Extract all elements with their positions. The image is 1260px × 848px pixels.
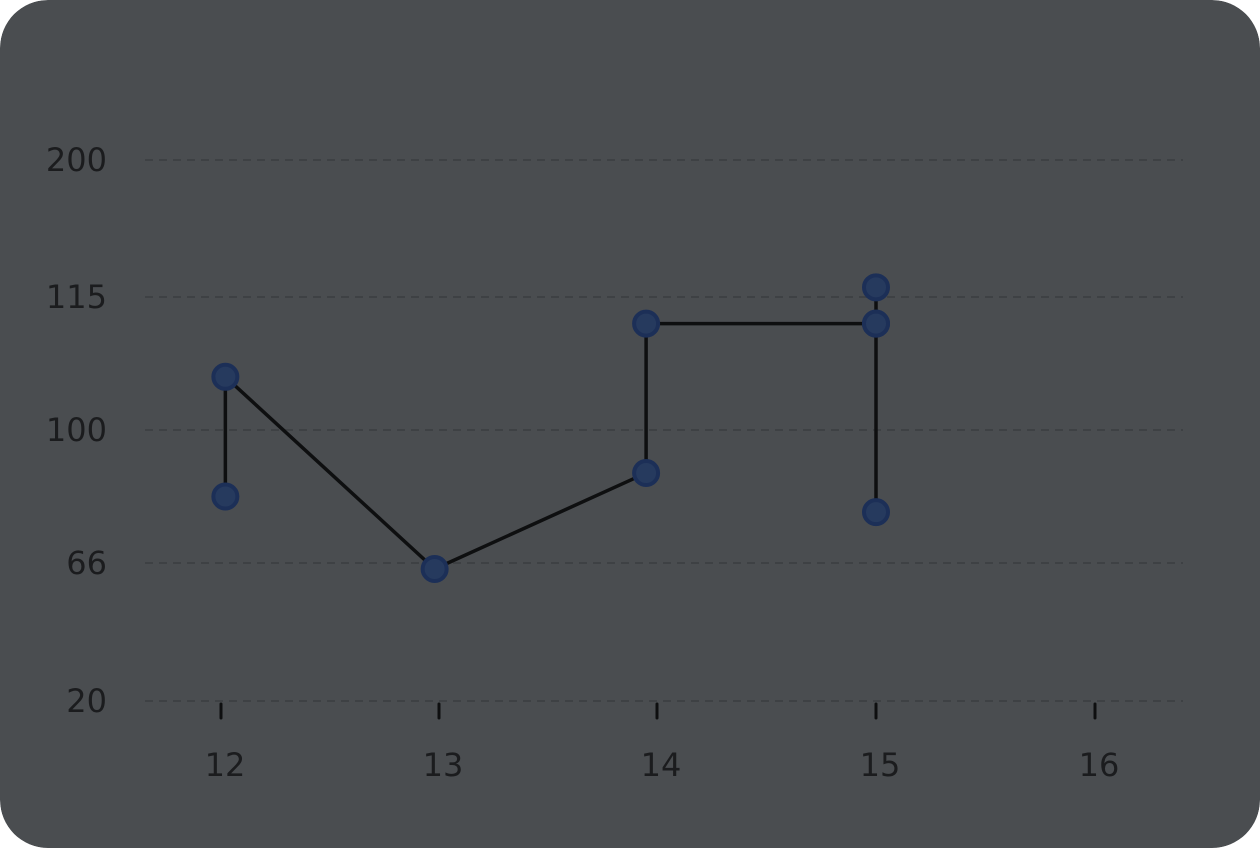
series-markers [211,273,890,583]
x-tick-label: 15 [860,746,901,784]
gridlines [145,159,1183,702]
y-tick-label: 100 [46,411,107,449]
data-point [632,459,661,488]
data-point [420,555,449,583]
x-axis-tick-labels: 12 13 14 15 16 [205,746,1120,784]
data-point [862,273,890,302]
data-point [862,309,890,338]
data-point [211,362,240,391]
y-axis-tick-labels: 200 115 100 66 20 [46,141,107,720]
x-tick-label: 12 [205,746,246,784]
y-tick-label: 20 [66,682,107,720]
y-tick-label: 115 [46,278,107,316]
x-tick-label: 13 [423,746,464,784]
x-tick-label: 14 [641,746,682,784]
y-tick-label: 66 [66,544,107,582]
data-point [862,498,890,527]
data-point [632,309,661,338]
x-axis-tick-marks [219,702,1097,720]
x-tick-label: 16 [1079,746,1120,784]
y-tick-label: 200 [46,141,107,179]
data-point [211,482,240,511]
